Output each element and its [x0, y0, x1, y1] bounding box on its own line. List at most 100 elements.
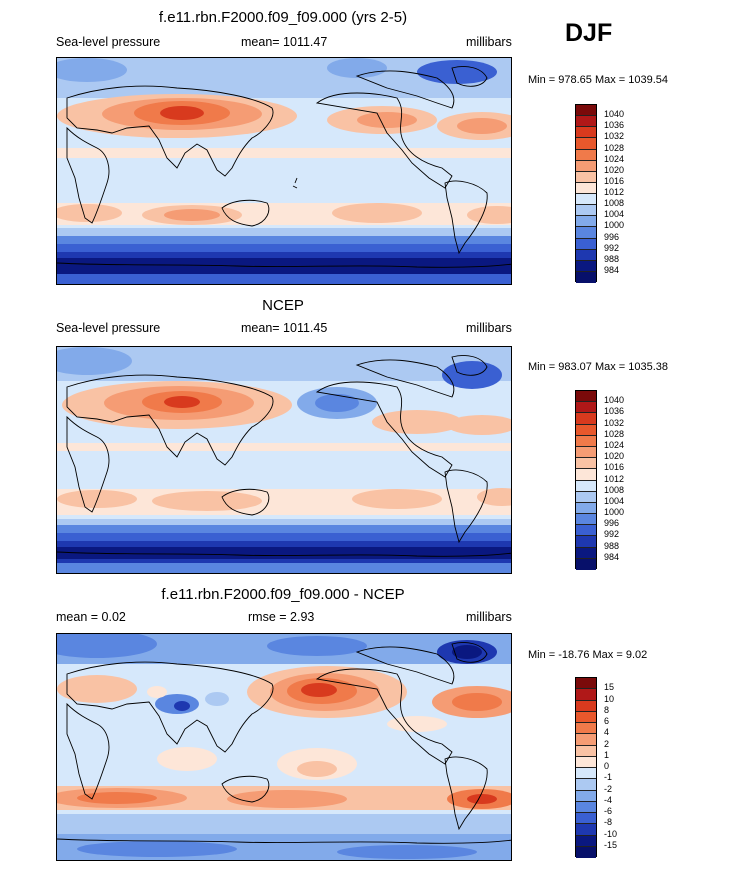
- colorbar-swatch: [576, 756, 596, 768]
- colorbar-swatch: [576, 182, 596, 194]
- colorbar-swatch: [576, 813, 596, 825]
- colorbar-swatch: [576, 779, 596, 791]
- colorbar-swatch: [576, 835, 596, 847]
- colorbar-swatch: [576, 249, 596, 261]
- colorbar-swatch: [576, 413, 596, 425]
- colorbar-swatch: [576, 138, 596, 150]
- colorbar-swatch: [576, 424, 596, 436]
- panel-1-map: [56, 57, 512, 285]
- colorbar-swatch: [576, 790, 596, 802]
- colorbar-swatch: [576, 127, 596, 139]
- colorbar-swatch: [576, 824, 596, 836]
- colorbar-label: 1: [604, 749, 610, 760]
- colorbar-swatch: [576, 745, 596, 757]
- colorbar-label: 988: [604, 540, 620, 551]
- colorbar-swatch: [576, 105, 596, 117]
- colorbar-label: 992: [604, 242, 620, 253]
- colorbar-swatch: [576, 801, 596, 813]
- colorbar-swatch: [576, 480, 596, 492]
- colorbar-label: 1032: [604, 131, 625, 142]
- colorbar-label: 984: [604, 264, 620, 275]
- colorbar-label: -6: [604, 806, 613, 816]
- colorbar-swatch: [576, 446, 596, 459]
- colorbar-label: 1016: [604, 175, 625, 186]
- colorbar-swatch: [576, 116, 596, 128]
- colorbar-label: 1028: [604, 428, 625, 439]
- colorbar-swatch: [576, 723, 596, 735]
- colorbar-label: 1032: [604, 417, 625, 428]
- colorbar-label: 1020: [604, 164, 625, 175]
- panel-3-colorbar: [575, 677, 597, 858]
- panel-1-title: f.e11.rbn.F2000.f09_f09.000 (yrs 2-5): [158, 9, 408, 26]
- colorbar-swatch: [576, 525, 596, 537]
- panel-2-center-label: mean= 1011.45: [241, 321, 328, 335]
- colorbar-label: 1004: [604, 495, 625, 506]
- colorbar-swatch: [576, 402, 596, 414]
- colorbar-label: 1008: [604, 198, 625, 209]
- colorbar-swatch: [576, 216, 596, 228]
- colorbar-swatch: [576, 711, 596, 723]
- panel-3-left-label: mean = 0.02: [56, 610, 126, 624]
- colorbar-swatch: [576, 469, 596, 481]
- panel-1-map-svg: [57, 58, 511, 284]
- colorbar-label: -10: [604, 828, 618, 839]
- panel-3-map: [56, 633, 512, 861]
- colorbar-label: 15: [604, 682, 615, 693]
- colorbar-label: 2: [604, 738, 610, 749]
- panel-1-left-label: Sea-level pressure: [56, 35, 161, 49]
- colorbar-label: 1024: [604, 439, 625, 450]
- colorbar-swatch: [576, 491, 596, 503]
- colorbar-swatch: [576, 260, 596, 272]
- colorbar-swatch: [576, 514, 596, 526]
- colorbar-label: -8: [604, 817, 613, 828]
- colorbar-label: 1012: [604, 473, 625, 484]
- colorbar-swatch: [576, 227, 596, 239]
- colorbar-swatch: [576, 678, 596, 690]
- colorbar-swatch: [576, 846, 596, 858]
- colorbar-swatch: [576, 160, 596, 172]
- panel-3-center-label: rmse = 2.93: [248, 610, 315, 624]
- colorbar-label: -15: [604, 839, 618, 850]
- panel-2-colorbar: [575, 390, 597, 570]
- colorbar-swatch: [576, 547, 596, 559]
- colorbar-label: 996: [604, 231, 620, 242]
- panel-2-title: NCEP: [262, 297, 304, 314]
- panel-2-map: [56, 346, 512, 574]
- panel-3-right-label: millibars: [466, 610, 512, 624]
- colorbar-swatch: [576, 502, 596, 515]
- panel-1-center-label: mean= 1011.47: [241, 35, 328, 49]
- season-label: DJF: [565, 19, 613, 47]
- colorbar-swatch: [576, 536, 596, 548]
- colorbar-label: 1012: [604, 187, 625, 197]
- colorbar-swatch: [576, 271, 596, 283]
- panel-1-minmax: Min = 978.65 Max = 1039.54: [528, 74, 669, 86]
- colorbar-swatch: [576, 205, 596, 217]
- colorbar-label: 1020: [604, 451, 625, 462]
- colorbar-swatch: [576, 149, 596, 161]
- colorbar-swatch: [576, 689, 596, 701]
- colorbar-label: -4: [604, 794, 613, 805]
- colorbar-label: 988: [604, 253, 620, 264]
- panel-3-minmax: Min = -18.76 Max = 9.02: [528, 649, 648, 661]
- colorbar-swatch: [576, 768, 596, 780]
- colorbar-label: 992: [604, 529, 620, 540]
- colorbar-swatch: [576, 700, 596, 712]
- colorbar-label: 1016: [604, 462, 625, 473]
- colorbar-swatch: [576, 194, 596, 206]
- colorbar-swatch: [576, 171, 596, 183]
- colorbar-label: 6: [604, 716, 610, 726]
- colorbar-label: 8: [604, 704, 610, 715]
- panel-2-right-label: millibars: [466, 321, 512, 335]
- colorbar-label: 1036: [604, 120, 625, 131]
- colorbar-swatch: [576, 558, 596, 570]
- colorbar-label: 1000: [604, 507, 625, 518]
- colorbar-swatch: [576, 458, 596, 470]
- colorbar-label: 0: [604, 761, 610, 771]
- colorbar-label: 996: [604, 518, 620, 529]
- colorbar-label: 1024: [604, 153, 625, 164]
- colorbar-label: 1036: [604, 406, 625, 417]
- colorbar-label: 10: [604, 693, 615, 704]
- panel-3-title: f.e11.rbn.F2000.f09_f09.000 - NCEP: [161, 586, 405, 603]
- colorbar-swatch: [576, 391, 596, 403]
- panel-3-map-svg: [57, 634, 511, 860]
